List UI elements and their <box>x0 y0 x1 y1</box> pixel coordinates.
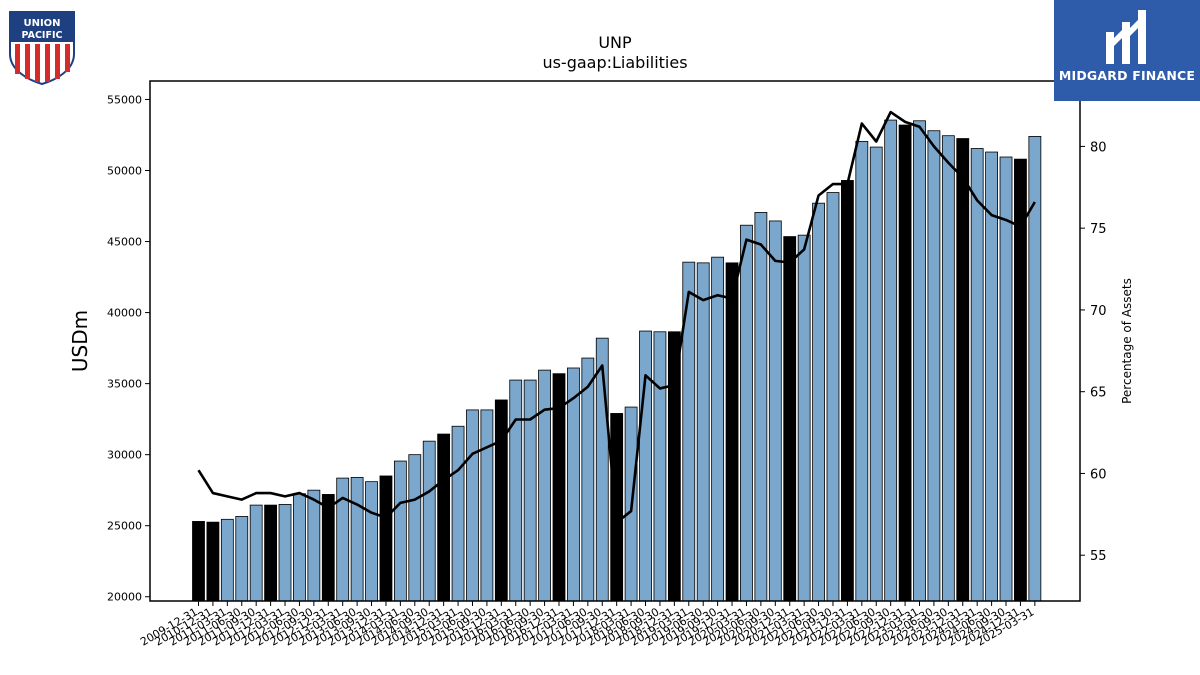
bar-2024-09-30 <box>999 156 1013 602</box>
chart-subtitle: us-gaap:Liabilities <box>542 53 687 72</box>
bar-2018-09-30 <box>653 331 667 602</box>
bar-2017-06-30 <box>581 357 595 602</box>
bar-2009-12-31 <box>192 521 205 602</box>
y-tick-label: 55000 <box>107 93 142 106</box>
union-pacific-logo: UNION PACIFIC <box>6 8 78 86</box>
bar-2016-09-30 <box>538 369 551 602</box>
y-axis-right: 55 60 65 70 75 80 <box>1080 140 1107 564</box>
y-axis-label: USDm <box>68 310 92 372</box>
bar-2014-12-31 <box>437 433 451 602</box>
line-layer <box>197 110 1036 524</box>
bar-2011-03-31 <box>220 518 234 602</box>
bar-2020-03-31 <box>740 224 753 602</box>
bar-2018-06-30 <box>639 330 652 602</box>
y-tick-label: 40000 <box>107 307 142 320</box>
bar-2013-09-30 <box>365 481 378 602</box>
logo-text-union: UNION <box>23 18 60 29</box>
y2-tick-label: 80 <box>1090 140 1107 155</box>
bar-2025-03-31 <box>1028 136 1042 602</box>
bar-2011-06-30 <box>235 516 249 602</box>
bar-2021-03-31 <box>797 234 811 602</box>
y-tick-label: 50000 <box>107 165 142 178</box>
y-axis-left: 20000 25000 30000 35000 40000 45000 50000 55000 <box>107 93 150 604</box>
bar-2014-09-30 <box>422 440 436 602</box>
bar-2023-12-31 <box>956 138 970 602</box>
y2-tick-label: 70 <box>1090 304 1107 319</box>
bar-2013-03-31 <box>336 477 350 602</box>
midgard-mark-icon <box>1106 10 1146 64</box>
logo-text-pacific: PACIFIC <box>22 30 63 41</box>
bar-2022-12-31 <box>898 124 912 602</box>
bar-2011-09-30 <box>249 504 263 602</box>
y-tick-label: 35000 <box>107 378 142 391</box>
bar-2014-03-31 <box>393 460 407 602</box>
bar-2022-06-30 <box>869 146 883 602</box>
bar-2012-12-31 <box>321 494 335 602</box>
bar-2021-06-30 <box>812 202 825 602</box>
bar-2012-09-30 <box>307 489 321 602</box>
bar-2010-12-31 <box>206 521 220 602</box>
bar-2019-09-30 <box>711 256 725 602</box>
bar-2015-06-30 <box>466 409 479 602</box>
y2-axis-label: Percentage of Assets <box>1120 278 1134 404</box>
bar-2013-06-30 <box>350 476 364 602</box>
bar-2023-03-31 <box>913 120 926 602</box>
bar-2021-09-30 <box>826 192 840 602</box>
bar-2016-06-30 <box>523 379 537 602</box>
bar-2022-03-31 <box>855 140 869 602</box>
midgard-finance-logo: MIDGARD FINANCE <box>1054 0 1200 101</box>
bar-2020-12-31 <box>783 236 797 602</box>
bar-2014-06-30 <box>408 454 422 602</box>
midgard-brand-text: MIDGARD FINANCE <box>1058 68 1196 83</box>
chart-title: UNP <box>598 33 632 52</box>
percentage-line <box>197 110 1036 524</box>
bar-2013-12-31 <box>379 475 393 602</box>
plot-frame <box>149 80 1081 602</box>
bar-2015-09-30 <box>480 409 494 602</box>
bar-2015-03-31 <box>451 425 465 602</box>
bar-2012-06-30 <box>293 493 306 602</box>
bar-2020-06-30 <box>754 212 768 602</box>
bar-2022-09-30 <box>884 119 898 602</box>
y-tick-label: 45000 <box>107 236 142 249</box>
y2-tick-label: 60 <box>1090 467 1107 482</box>
bar-2016-03-31 <box>509 379 523 602</box>
y-tick-label: 30000 <box>107 449 142 462</box>
y-tick-label: 25000 <box>107 520 142 533</box>
y2-tick-label: 55 <box>1090 549 1107 564</box>
bar-2015-12-31 <box>494 399 508 602</box>
y2-tick-label: 65 <box>1090 386 1107 401</box>
bar-2019-12-31 <box>725 262 739 602</box>
bars-layer <box>192 119 1042 602</box>
bar-2020-09-30 <box>768 220 782 602</box>
bar-2018-12-31 <box>667 331 681 602</box>
bar-2011-12-31 <box>264 504 278 602</box>
bar-2024-03-31 <box>970 148 984 602</box>
bar-2017-03-31 <box>567 367 580 602</box>
y-tick-label: 20000 <box>107 591 142 604</box>
bar-2012-03-31 <box>278 503 292 602</box>
bar-2017-12-31 <box>610 413 624 602</box>
bar-2021-12-31 <box>841 180 854 602</box>
x-axis: 2009-12-312010-12-312011-03-312011-06-30… <box>138 601 1036 649</box>
bar-2023-09-30 <box>941 135 955 602</box>
bar-2019-06-30 <box>696 262 710 602</box>
bar-2024-06-30 <box>985 151 998 602</box>
y2-tick-label: 75 <box>1090 222 1107 237</box>
bar-2023-06-30 <box>927 130 941 602</box>
